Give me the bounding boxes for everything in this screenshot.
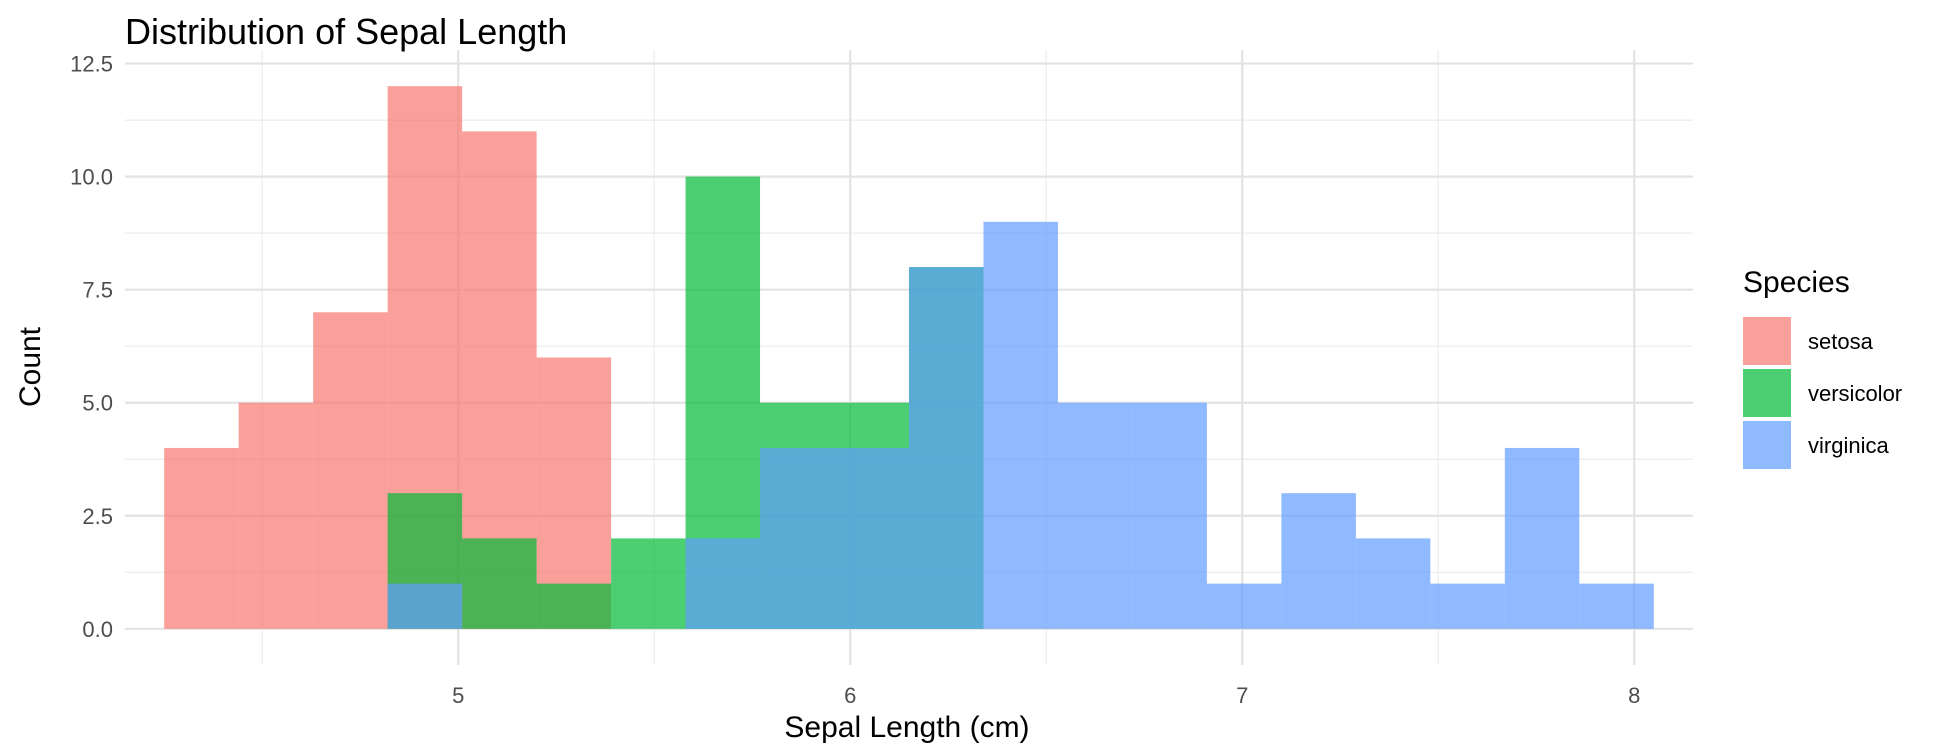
y-axis-ticks: 0.0 2.5 5.0 7.5 10.0 12.5 bbox=[70, 52, 113, 642]
y-tick-label: 5.0 bbox=[82, 391, 113, 416]
legend: Species setosa versicolor virginica bbox=[1743, 266, 1902, 469]
bar-virginica bbox=[1206, 583, 1282, 629]
bar-virginica bbox=[685, 538, 761, 629]
bar-versicolor bbox=[536, 583, 612, 629]
x-axis-title: Sepal Length (cm) bbox=[784, 711, 1029, 744]
bar-virginica bbox=[1430, 583, 1505, 629]
bar-setosa bbox=[164, 447, 239, 629]
x-tick-label: 6 bbox=[844, 683, 856, 708]
x-tick-label: 7 bbox=[1236, 683, 1248, 708]
legend-label-versicolor: versicolor bbox=[1808, 381, 1902, 406]
bar-virginica bbox=[1132, 402, 1207, 629]
y-tick-label: 12.5 bbox=[70, 52, 113, 77]
chart-title: Distribution of Sepal Length bbox=[125, 11, 567, 52]
y-tick-label: 2.5 bbox=[82, 504, 113, 529]
bar-virginica bbox=[909, 267, 984, 629]
legend-key-virginica bbox=[1743, 421, 1791, 469]
x-axis-ticks: 5 6 7 8 bbox=[452, 683, 1640, 708]
legend-label-virginica: virginica bbox=[1808, 433, 1889, 458]
y-axis-title: Count bbox=[14, 326, 47, 407]
y-tick-label: 0.0 bbox=[82, 617, 113, 642]
bar-virginica bbox=[1579, 583, 1654, 629]
bars bbox=[164, 86, 1654, 629]
bar-setosa bbox=[536, 357, 612, 629]
x-tick-label: 8 bbox=[1628, 683, 1640, 708]
bar-virginica bbox=[1057, 402, 1133, 629]
bar-virginica bbox=[1504, 447, 1580, 629]
bar-virginica bbox=[983, 221, 1058, 629]
bar-virginica bbox=[1281, 493, 1356, 629]
legend-title: Species bbox=[1743, 266, 1850, 299]
x-tick-label: 5 bbox=[452, 683, 464, 708]
bar-virginica bbox=[834, 447, 909, 629]
bar-virginica bbox=[760, 447, 835, 629]
legend-label-setosa: setosa bbox=[1808, 329, 1874, 354]
legend-key-setosa bbox=[1743, 317, 1791, 365]
legend-items: setosa versicolor virginica bbox=[1743, 317, 1902, 469]
bar-versicolor bbox=[611, 538, 686, 629]
bar-versicolor bbox=[462, 538, 537, 629]
legend-key-versicolor bbox=[1743, 369, 1791, 417]
bar-setosa bbox=[313, 312, 388, 629]
bar-setosa bbox=[238, 402, 314, 629]
bar-virginica bbox=[1355, 538, 1431, 629]
bar-virginica bbox=[387, 583, 463, 629]
y-tick-label: 7.5 bbox=[82, 278, 113, 303]
y-tick-label: 10.0 bbox=[70, 165, 113, 190]
